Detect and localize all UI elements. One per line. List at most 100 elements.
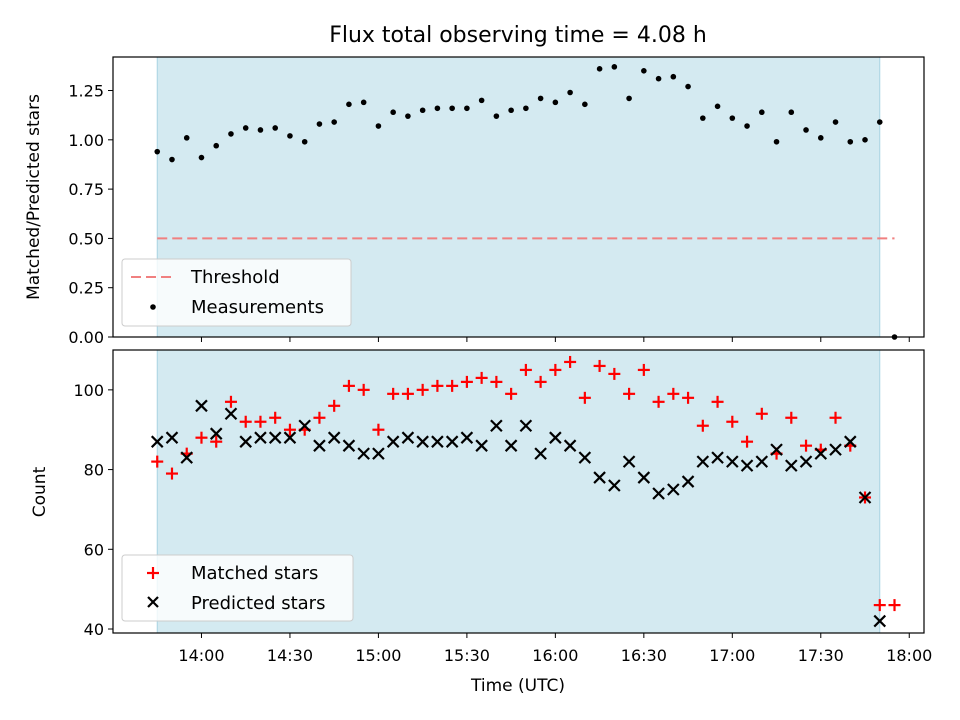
matched-star-marker bbox=[224, 395, 237, 408]
matched-star-marker bbox=[593, 359, 606, 372]
measurement-point bbox=[301, 138, 308, 145]
bottom-y-tick-label: 100 bbox=[73, 381, 104, 400]
measurement-point bbox=[670, 73, 677, 80]
matched-star-marker bbox=[490, 375, 503, 388]
measurement-point bbox=[876, 119, 883, 125]
matched-star-marker bbox=[401, 387, 414, 400]
matched-star-marker bbox=[726, 415, 739, 428]
measurement-point bbox=[847, 138, 854, 145]
top-y-axis-label: Matched/Predicted stars bbox=[24, 94, 44, 300]
measurement-point bbox=[508, 107, 514, 114]
matched-star-marker bbox=[431, 379, 444, 392]
measurement-point bbox=[803, 127, 809, 133]
measurement-point bbox=[169, 156, 175, 163]
x-tick-label: 15:00 bbox=[355, 646, 401, 665]
measurement-point bbox=[346, 101, 352, 108]
measurement-point bbox=[685, 83, 691, 90]
predicted-star-marker bbox=[150, 435, 164, 448]
predicted-star-marker bbox=[209, 427, 223, 440]
predicted-star-marker bbox=[254, 431, 267, 444]
legend-matched-label: Matched stars bbox=[191, 563, 318, 584]
matched-star-marker bbox=[505, 387, 518, 400]
measurement-point bbox=[360, 99, 367, 106]
top-y-tick-label: 0.25 bbox=[68, 279, 104, 298]
matched-star-marker bbox=[637, 363, 650, 376]
predicted-star-marker bbox=[519, 419, 533, 433]
matched-star-marker bbox=[623, 387, 636, 400]
matched-star-marker bbox=[829, 411, 842, 424]
matched-star-marker bbox=[357, 383, 370, 396]
measurement-point bbox=[523, 105, 529, 112]
chart-title: Flux total observing time = 4.08 h bbox=[329, 23, 707, 48]
measurement-point bbox=[862, 137, 868, 143]
matched-star-marker bbox=[151, 455, 164, 468]
top-y-tick-label: 0.50 bbox=[68, 229, 104, 248]
predicted-star-marker bbox=[652, 487, 665, 500]
measurement-point bbox=[655, 75, 662, 82]
predicted-star-marker bbox=[445, 435, 459, 448]
predicted-star-marker bbox=[726, 455, 739, 468]
x-tick-label: 14:30 bbox=[267, 646, 313, 665]
measurement-point bbox=[154, 148, 161, 155]
predicted-star-marker bbox=[386, 435, 400, 448]
matched-star-marker bbox=[888, 599, 901, 612]
measurement-point bbox=[567, 89, 573, 96]
matched-star-marker bbox=[269, 411, 282, 424]
top-y-tick-label: 0.00 bbox=[68, 328, 104, 347]
predicted-star-marker bbox=[799, 455, 813, 468]
x-tick-label: 16:00 bbox=[532, 646, 578, 665]
predicted-star-marker bbox=[667, 483, 680, 496]
predicted-star-marker bbox=[785, 459, 798, 472]
bottom-y-tick-label: 60 bbox=[84, 540, 104, 559]
matched-star-marker bbox=[313, 411, 326, 424]
bottom-legend: Matched stars Predicted stars bbox=[121, 554, 354, 622]
measurement-point bbox=[478, 97, 485, 104]
legend-threshold-label: Threshold bbox=[190, 267, 280, 288]
top-panel: 0.00 0.25 0.50 0.75 1.00 1.25 Flux total obse… bbox=[24, 23, 925, 347]
measurement-point bbox=[552, 99, 559, 106]
bottom-x-ticks: 14:00 14:30 15:00 15:30 16:00 16:30 17:00 17:30… bbox=[178, 633, 932, 665]
matched-star-marker bbox=[755, 407, 768, 420]
measurement-point bbox=[228, 131, 234, 137]
bottom-y-tick-label: 40 bbox=[84, 620, 104, 639]
matched-star-marker bbox=[564, 355, 577, 368]
measurement-point bbox=[700, 115, 706, 121]
predicted-star-marker bbox=[696, 455, 710, 468]
measurement-point bbox=[773, 138, 780, 145]
matched-star-marker bbox=[165, 467, 178, 480]
bottom-panel: 14:00 14:30 15:00 15:30 16:00 16:30 17:00 17:30… bbox=[30, 349, 932, 696]
matched-star-marker bbox=[873, 599, 886, 612]
predicted-star-marker bbox=[740, 459, 754, 472]
measurement-point bbox=[641, 68, 647, 74]
predicted-star-marker bbox=[829, 443, 842, 456]
matched-star-marker bbox=[460, 375, 473, 388]
measurement-point bbox=[257, 127, 264, 133]
matched-star-marker bbox=[195, 431, 208, 444]
predicted-star-marker bbox=[313, 439, 326, 452]
measurement-point bbox=[759, 109, 765, 116]
matched-star-marker bbox=[283, 423, 296, 436]
top-y-tick-label: 1.25 bbox=[68, 82, 104, 101]
predicted-star-marker bbox=[504, 439, 518, 452]
predicted-star-marker bbox=[401, 431, 415, 444]
measurement-point bbox=[537, 95, 544, 102]
predicted-star-marker bbox=[858, 491, 872, 504]
measurement-point bbox=[405, 113, 411, 119]
predicted-star-marker bbox=[431, 435, 444, 448]
matched-star-marker bbox=[328, 399, 341, 412]
x-tick-label: 15:30 bbox=[444, 646, 490, 665]
bottom-panel-frame bbox=[112, 349, 925, 634]
predicted-star-marker bbox=[357, 447, 370, 460]
predicted-star-marker bbox=[342, 439, 356, 452]
predicted-star-marker bbox=[873, 614, 887, 628]
predicted-star-marker bbox=[224, 407, 238, 421]
measurement-point bbox=[611, 64, 618, 70]
top-panel-frame bbox=[112, 56, 925, 338]
predicted-stars-series bbox=[150, 399, 887, 628]
matched-stars-series bbox=[151, 355, 901, 612]
matched-star-marker bbox=[342, 379, 355, 392]
predicted-star-marker bbox=[814, 447, 828, 460]
measurement-point bbox=[390, 109, 396, 116]
measurement-point bbox=[434, 105, 441, 112]
legend-measurements-label: Measurements bbox=[191, 297, 324, 318]
